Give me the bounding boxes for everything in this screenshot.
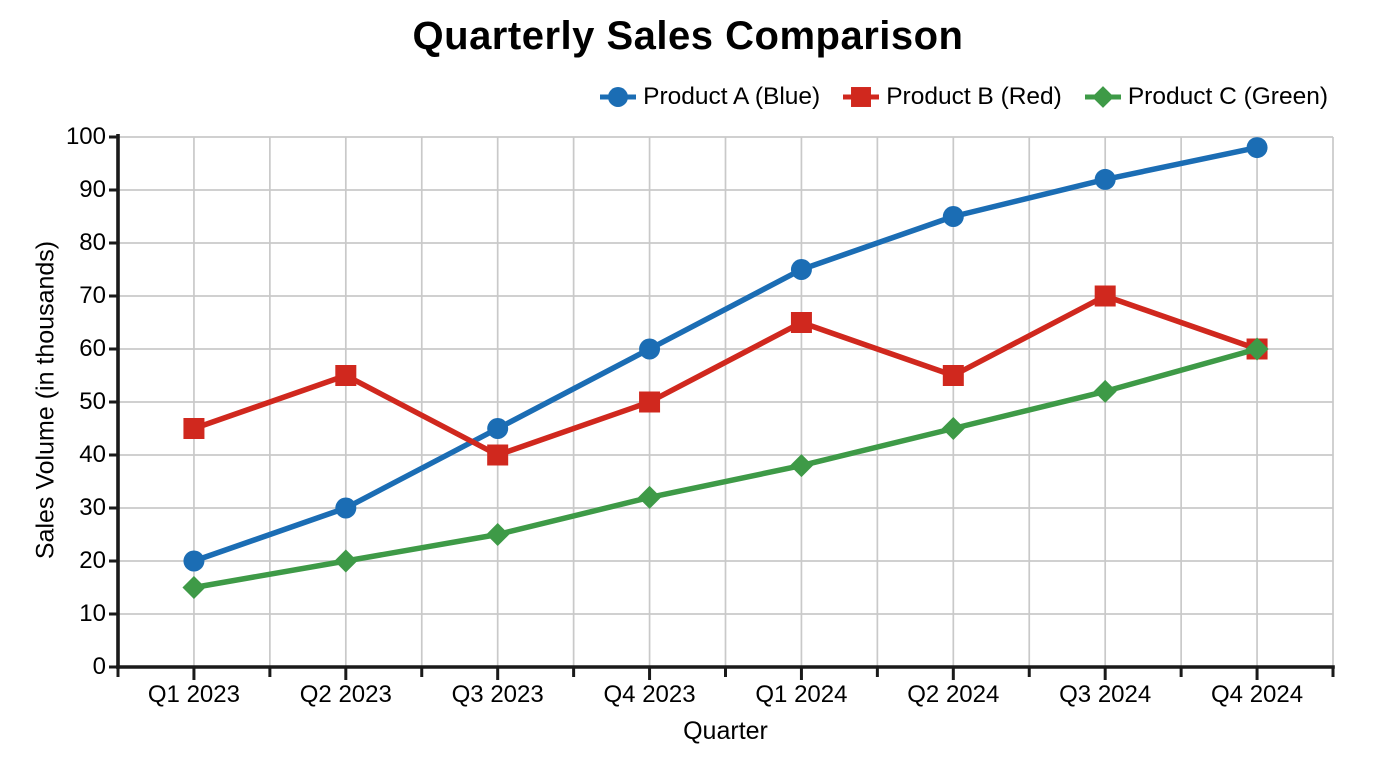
- x-tick-label: Q3 2023: [451, 681, 544, 708]
- data-point-marker: [1093, 379, 1117, 403]
- y-tick-label: 80: [79, 229, 106, 256]
- diamond-marker-icon: [1084, 86, 1121, 108]
- y-tick-label: 50: [79, 388, 106, 415]
- data-point-marker: [1091, 86, 1114, 108]
- data-point-marker: [851, 87, 872, 107]
- data-point-marker: [183, 418, 205, 439]
- data-point-marker: [486, 523, 510, 546]
- data-point-marker: [487, 418, 509, 439]
- y-tick-label: 90: [79, 176, 106, 203]
- x-tick-label: Q2 2024: [907, 681, 1000, 708]
- data-point-marker: [1246, 137, 1268, 159]
- data-point-marker: [790, 259, 812, 280]
- x-tick-label: Q4 2024: [1211, 681, 1304, 708]
- series-line-1: [191, 144, 1260, 564]
- data-point-marker: [335, 497, 357, 519]
- data-point-marker: [942, 206, 964, 227]
- data-point-marker: [789, 454, 813, 478]
- x-tick-label: Q2 2023: [299, 681, 392, 708]
- data-point-marker: [1245, 337, 1269, 361]
- data-point-marker: [335, 365, 357, 386]
- y-tick-label: 0: [92, 653, 106, 680]
- legend-item-label: Product A (Blue): [643, 83, 821, 110]
- data-point-marker: [638, 485, 662, 509]
- series-line-3: [191, 346, 1260, 591]
- legend-item-label: Product C (Green): [1127, 83, 1328, 110]
- data-point-marker: [608, 87, 629, 107]
- series-line-2: [191, 293, 1260, 458]
- data-point-marker: [941, 417, 965, 440]
- y-tick-label: 60: [79, 335, 106, 362]
- y-tick-label: 30: [79, 494, 106, 521]
- data-point-marker: [639, 338, 661, 360]
- y-tick-label: 100: [65, 123, 106, 150]
- data-point-marker: [1094, 168, 1116, 190]
- chart-title: Quarterly Sales Comparison: [412, 14, 964, 58]
- data-point-marker: [183, 550, 205, 572]
- legend-item-product-a: Product A (Blue): [599, 83, 820, 111]
- legend-item-product-c: Product C (Green): [1084, 83, 1328, 111]
- y-tick-label: 40: [79, 441, 106, 468]
- x-tick-label: Q4 2023: [603, 681, 696, 708]
- data-point-marker: [487, 444, 509, 466]
- square-marker-icon: [843, 87, 880, 107]
- data-point-marker: [334, 549, 358, 573]
- chart-legend: Product A (Blue) Product B (Red) Product…: [599, 83, 1328, 111]
- data-point-marker: [942, 365, 964, 386]
- data-point-marker: [182, 576, 206, 599]
- x-tick-label: Q3 2024: [1059, 681, 1152, 708]
- legend-item-product-b: Product B (Red): [842, 83, 1062, 111]
- data-point-marker: [1094, 285, 1116, 307]
- data-point-marker: [639, 391, 661, 413]
- y-tick-label: 20: [79, 547, 106, 574]
- y-tick-label: 70: [79, 282, 106, 309]
- x-tick-label: Q1 2023: [147, 681, 240, 708]
- data-point-marker: [790, 312, 812, 333]
- x-axis-title: Quarter: [683, 717, 768, 745]
- circle-marker-icon: [600, 87, 637, 107]
- legend-item-label: Product B (Red): [886, 83, 1062, 110]
- y-tick-label: 10: [79, 600, 106, 627]
- x-tick-label: Q1 2024: [755, 681, 848, 708]
